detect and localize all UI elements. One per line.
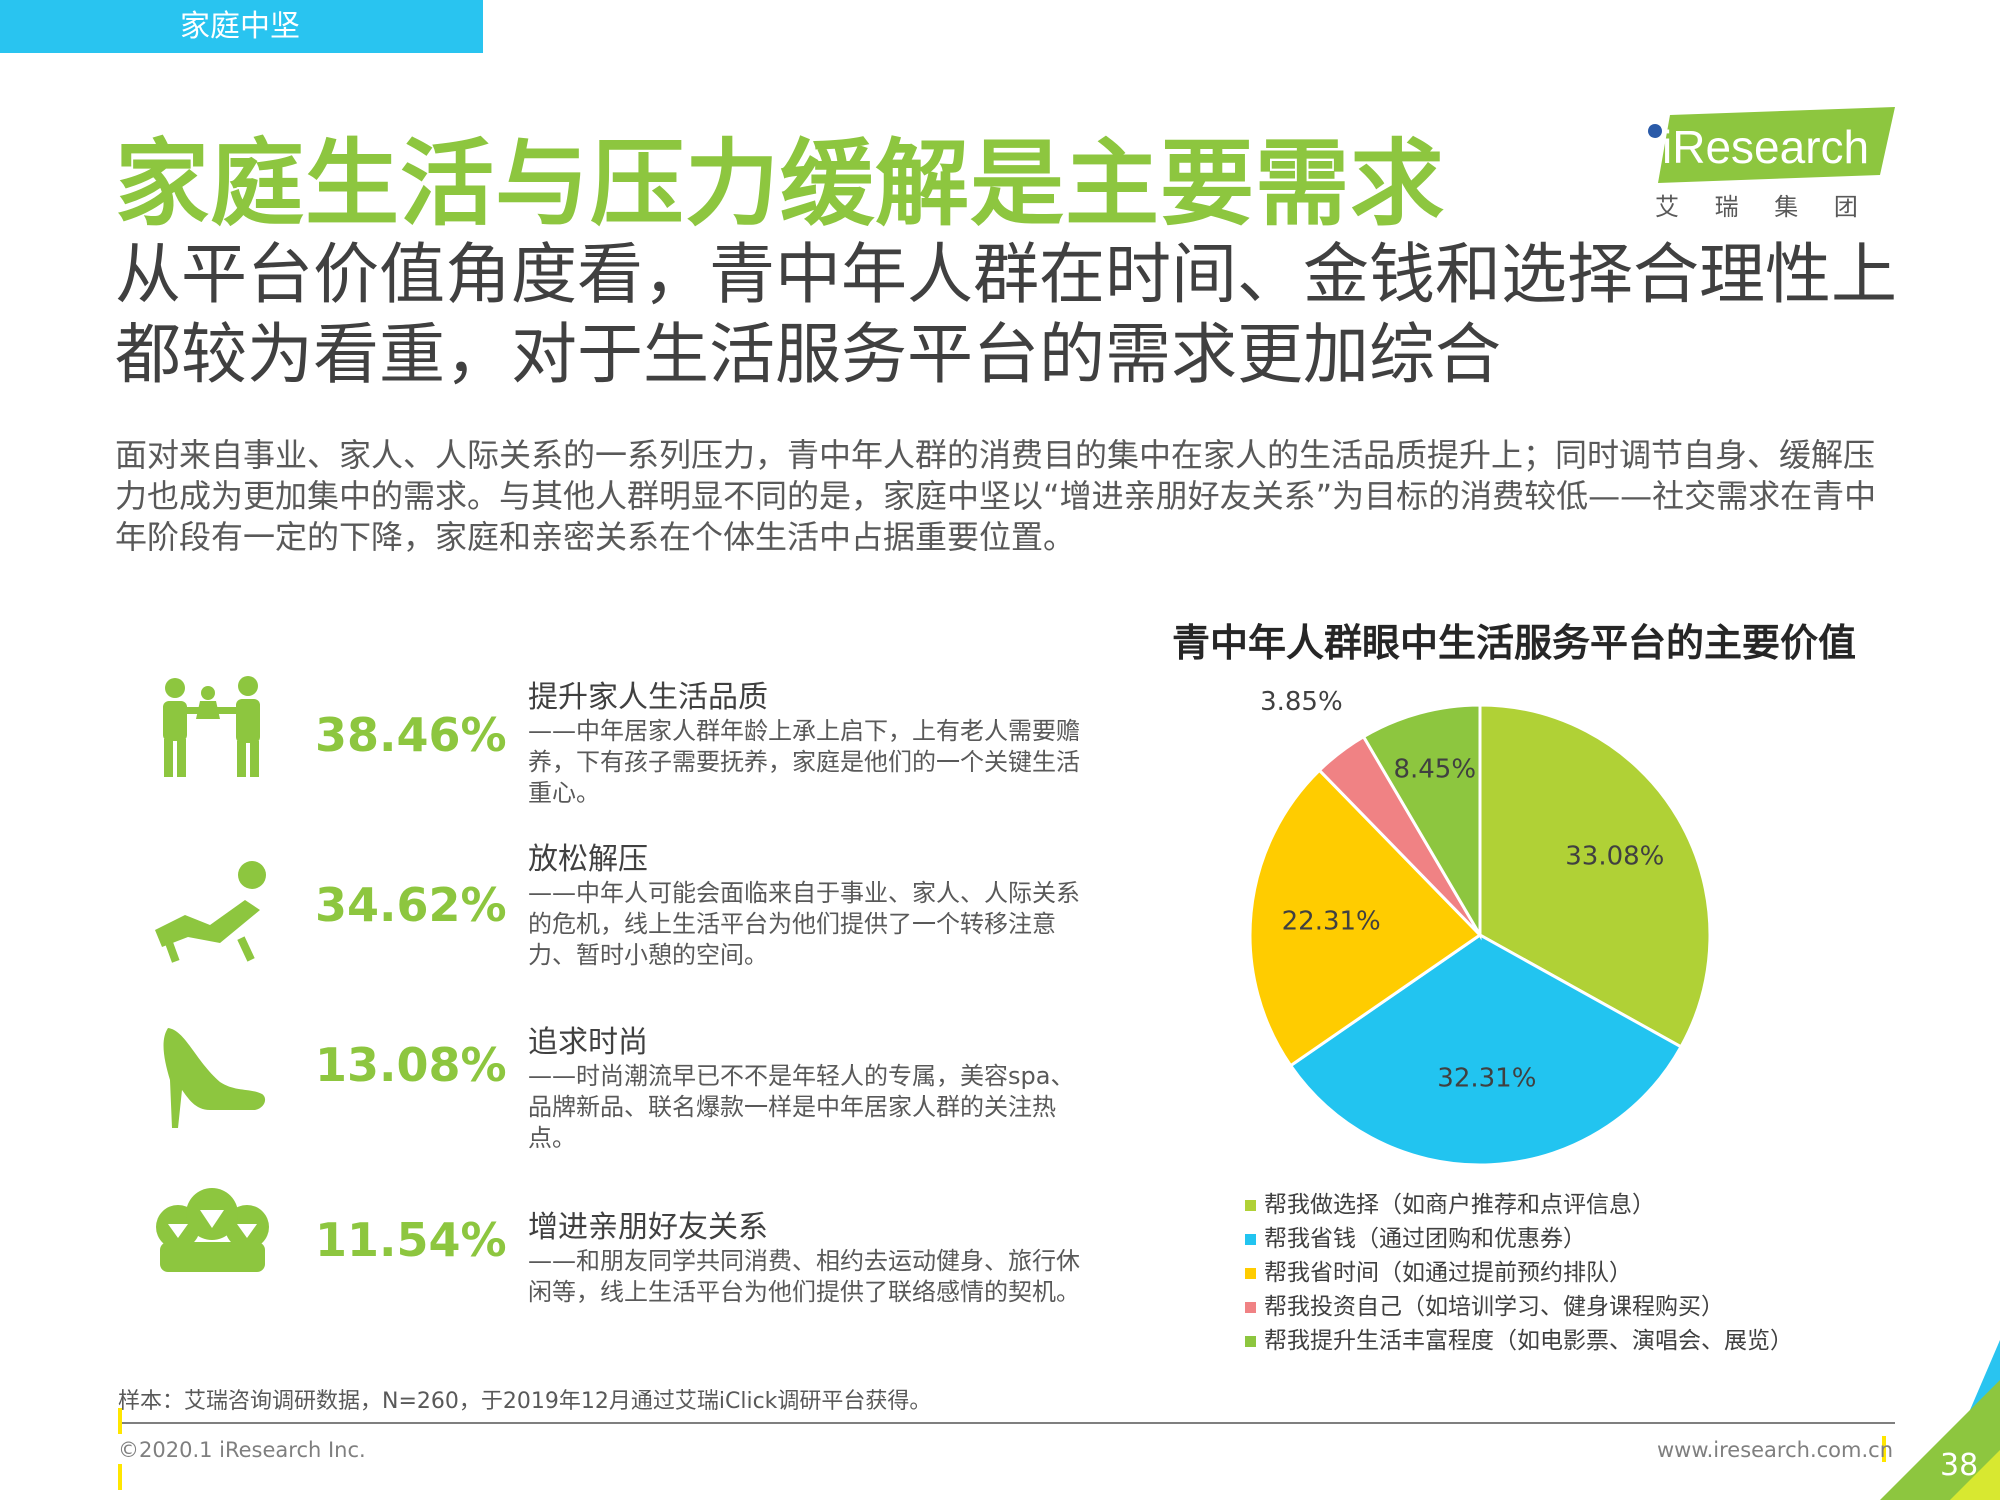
stat-heading: 追求时尚	[528, 1025, 648, 1060]
logo-badge	[1658, 107, 1895, 183]
source-note: 样本：艾瑞咨询调研数据，N=260，于2019年12月通过艾瑞iClick调研平…	[118, 1389, 932, 1414]
legend-item: 帮我省钱（通过团购和优惠券）	[1245, 1222, 1793, 1256]
stat-block-fashion: 追求时尚 ——时尚潮流早已不不是年轻人的专属，美容spa、品牌新品、联名爆款一样…	[528, 1025, 1088, 1154]
stat-desc: ——中年人可能会面临来自于事业、家人、人际关系的危机，线上生活平台为他们提供了一…	[528, 879, 1080, 969]
page-number: 38	[1940, 1448, 1979, 1483]
legend-label: 帮我提升生活丰富程度（如电影票、演唱会、展览）	[1264, 1328, 1793, 1354]
family-care-icon	[163, 676, 260, 777]
copyright: ©2020.1 iResearch Inc.	[118, 1438, 366, 1462]
pie-slice	[1248, 768, 1483, 1068]
legend-swatch	[1245, 1336, 1256, 1347]
pie-data-label: 32.31%	[1437, 1063, 1536, 1093]
legend-label: 帮我做选择（如商户推荐和点评信息）	[1264, 1192, 1655, 1218]
pie-slice	[1288, 933, 1684, 1167]
stat-desc: ——时尚潮流早已不不是年轻人的专属，美容spa、品牌新品、联名爆款一样是中年居家…	[528, 1062, 1075, 1152]
stat-value-friends: 11.54%	[315, 1213, 507, 1267]
page-title: 家庭生活与压力缓解是主要需求	[115, 130, 1446, 239]
stat-block-relax: 放松解压 ——中年人可能会面临来自于事业、家人、人际关系的危机，线上生活平台为他…	[528, 842, 1088, 971]
section-tag: 家庭中坚	[0, 0, 483, 53]
stat-heading: 提升家人生活品质	[528, 680, 768, 715]
logo-brand: iResearch	[1662, 121, 1869, 173]
legend-label: 帮我省钱（通过团购和优惠券）	[1264, 1226, 1586, 1252]
stat-value-fashion: 13.08%	[315, 1038, 507, 1092]
legend-swatch	[1245, 1234, 1256, 1245]
legend-label: 帮我投资自己（如培训学习、健身课程购买）	[1264, 1294, 1724, 1320]
stat-block-friends: 增进亲朋好友关系 ——和朋友同学共同消费、相约去运动健身、旅行休闲等，线上生活平…	[528, 1210, 1088, 1308]
legend-item: 帮我提升生活丰富程度（如电影票、演唱会、展览）	[1245, 1324, 1793, 1358]
intro-paragraph: 面对来自事业、家人、人际关系的一系列压力，青中年人群的消费目的集中在家人的生活品…	[115, 436, 1877, 556]
legend-label: 帮我省时间（如通过提前预约排队）	[1264, 1260, 1632, 1286]
friends-icon	[156, 1188, 269, 1272]
logo-subtitle: 艾 瑞 集 团	[1655, 193, 1872, 221]
footer-divider	[118, 1422, 1895, 1424]
high-heel-icon	[163, 1028, 266, 1128]
pie-chart: 33.08% 32.31% 22.31% 3.85% 8.45%	[1248, 687, 1712, 1167]
stat-value-family: 38.46%	[315, 708, 507, 762]
stat-block-family: 提升家人生活品质 ——中年居家人群年龄上承上启下，上有老人需要赡养，下有孩子需要…	[528, 680, 1088, 809]
pie-data-label: 33.08%	[1565, 842, 1664, 872]
legend-item: 帮我做选择（如商户推荐和点评信息）	[1245, 1188, 1793, 1222]
chart-title: 青中年人群眼中生活服务平台的主要价值	[1172, 621, 1857, 665]
pie-slice	[1361, 703, 1482, 941]
page-subtitle: 从平台价值角度看，青中年人群在时间、金钱和选择合理性上都较为看重，对于生活服务平…	[115, 236, 1897, 393]
pie-slice	[1478, 703, 1712, 1049]
legend-swatch	[1245, 1268, 1256, 1279]
legend-item: 帮我投资自己（如培训学习、健身课程购买）	[1245, 1290, 1793, 1324]
legend-swatch	[1245, 1302, 1256, 1313]
pie-data-label: 3.85%	[1260, 687, 1343, 717]
stat-heading: 增进亲朋好友关系	[528, 1210, 768, 1245]
pie-data-label: 22.31%	[1282, 907, 1381, 937]
stat-desc: ——中年居家人群年龄上承上启下，上有老人需要赡养，下有孩子需要抚养，家庭是他们的…	[528, 717, 1080, 807]
stat-desc: ——和朋友同学共同消费、相约去运动健身、旅行休闲等，线上生活平台为他们提供了联络…	[528, 1247, 1080, 1306]
stat-value-relax: 34.62%	[315, 878, 507, 932]
footer-marker	[118, 1464, 122, 1490]
iresearch-logo: iResearch 艾 瑞 集 团	[1648, 107, 1895, 221]
pie-data-label: 8.45%	[1393, 755, 1476, 785]
legend-item: 帮我省时间（如通过提前预约排队）	[1245, 1256, 1793, 1290]
chart-legend: 帮我做选择（如商户推荐和点评信息） 帮我省钱（通过团购和优惠券） 帮我省时间（如通过…	[1245, 1188, 1793, 1358]
corner-decoration	[1880, 1340, 2000, 1500]
logo-dot	[1648, 124, 1662, 138]
stat-heading: 放松解压	[528, 842, 648, 877]
website-url: www.iresearch.com.cn	[1657, 1438, 1894, 1462]
lounge-chair-icon	[155, 861, 266, 963]
footer-marker	[118, 1408, 122, 1434]
legend-swatch	[1245, 1200, 1256, 1211]
footer-marker	[1882, 1436, 1886, 1462]
